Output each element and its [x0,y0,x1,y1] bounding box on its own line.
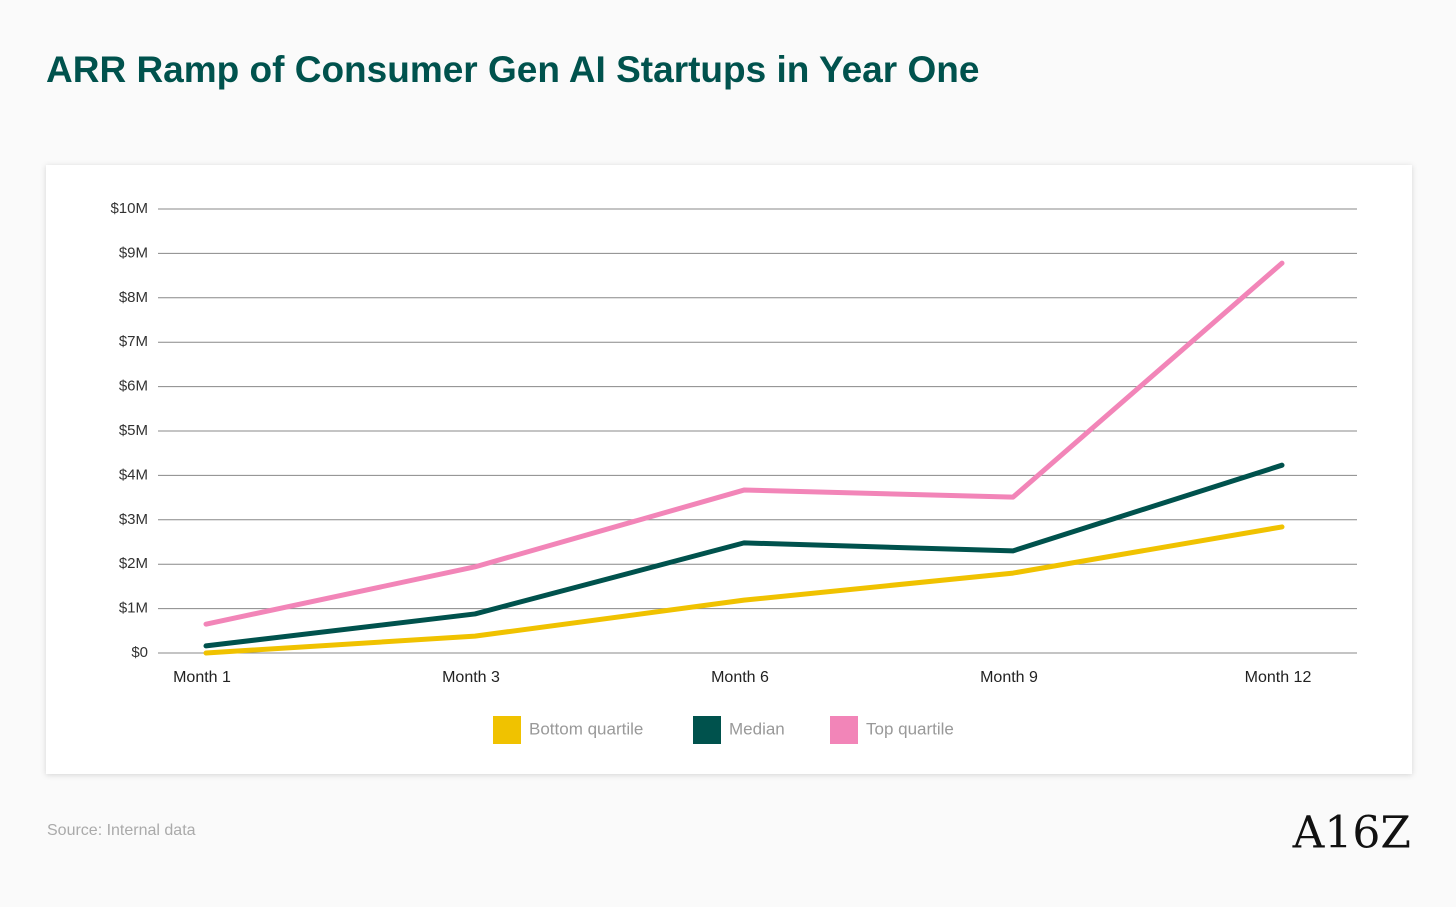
legend-label: Top quartile [866,719,954,738]
legend-swatch [693,716,721,744]
y-tick-label: $4M [119,466,148,483]
legend-label: Bottom quartile [529,719,643,738]
y-tick-label: $7M [119,333,148,350]
series-line [203,524,1285,656]
y-tick-label: $6M [119,378,148,395]
logo: A16Z [1292,808,1411,859]
x-tick-label: Month 3 [442,669,500,686]
x-tick-label: Month 6 [711,669,769,686]
chart-card [46,165,1412,774]
legend-swatch [493,716,521,744]
series-line [203,260,1285,627]
x-tick-label: Month 1 [173,669,231,686]
chart-title: ARR Ramp of Consumer Gen AI Startups in … [46,49,979,90]
y-tick-label: $2M [119,555,148,572]
x-tick-label: Month 9 [980,669,1038,686]
source-note: Source: Internal data [47,822,196,839]
y-tick-label: $1M [119,600,148,617]
y-tick-label: $9M [119,244,148,261]
y-tick-label: $3M [119,511,148,528]
y-tick-label: $8M [119,289,148,306]
y-tick-label: $10M [110,200,148,217]
x-tick-label: Month 12 [1245,669,1312,686]
legend-label: Median [729,719,785,738]
y-tick-label: $5M [119,422,148,439]
series-line [203,462,1285,649]
y-tick-label: $0 [131,644,148,661]
legend-swatch [830,716,858,744]
